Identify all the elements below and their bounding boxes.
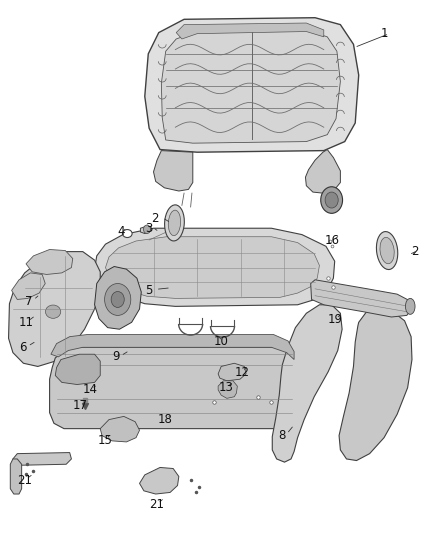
PathPatch shape [339, 308, 412, 461]
Text: 2: 2 [151, 212, 159, 225]
Ellipse shape [168, 210, 180, 236]
Text: 17: 17 [73, 399, 88, 413]
PathPatch shape [305, 150, 340, 193]
Ellipse shape [406, 298, 415, 314]
PathPatch shape [55, 354, 100, 384]
Circle shape [111, 292, 124, 308]
PathPatch shape [153, 151, 193, 191]
Text: 10: 10 [214, 335, 229, 349]
Text: 21: 21 [149, 498, 164, 511]
PathPatch shape [176, 23, 324, 39]
Text: 5: 5 [145, 284, 152, 297]
Text: 11: 11 [19, 316, 34, 329]
Text: 19: 19 [327, 313, 342, 326]
Text: 16: 16 [325, 235, 339, 247]
Ellipse shape [46, 305, 61, 318]
PathPatch shape [13, 453, 71, 465]
PathPatch shape [141, 226, 151, 233]
PathPatch shape [11, 459, 21, 494]
PathPatch shape [12, 273, 45, 300]
Text: 7: 7 [25, 295, 32, 308]
Circle shape [105, 284, 131, 316]
Text: 21: 21 [17, 474, 32, 487]
Text: 18: 18 [158, 413, 173, 425]
Text: 3: 3 [145, 222, 152, 235]
Text: 13: 13 [219, 381, 234, 394]
PathPatch shape [51, 335, 294, 360]
Text: 9: 9 [112, 350, 120, 364]
Text: 4: 4 [118, 225, 125, 238]
Circle shape [325, 192, 338, 208]
Text: 14: 14 [83, 383, 98, 397]
PathPatch shape [145, 18, 359, 152]
Circle shape [144, 225, 150, 233]
Ellipse shape [380, 237, 394, 264]
PathPatch shape [272, 305, 342, 462]
PathPatch shape [106, 237, 319, 298]
Text: 6: 6 [19, 341, 27, 354]
PathPatch shape [49, 348, 297, 429]
PathPatch shape [218, 381, 237, 398]
PathPatch shape [9, 252, 100, 367]
PathPatch shape [311, 280, 412, 317]
Ellipse shape [165, 205, 184, 241]
Text: 2: 2 [411, 245, 419, 258]
Ellipse shape [376, 231, 398, 270]
Circle shape [321, 187, 343, 213]
PathPatch shape [140, 467, 179, 494]
Text: 8: 8 [278, 429, 285, 441]
Ellipse shape [123, 230, 132, 238]
PathPatch shape [100, 416, 140, 442]
PathPatch shape [161, 30, 340, 143]
PathPatch shape [218, 364, 246, 381]
PathPatch shape [95, 266, 141, 329]
Text: 12: 12 [234, 366, 249, 379]
PathPatch shape [95, 228, 335, 306]
Text: 15: 15 [98, 434, 113, 447]
Text: 1: 1 [381, 27, 388, 40]
PathPatch shape [26, 249, 73, 274]
